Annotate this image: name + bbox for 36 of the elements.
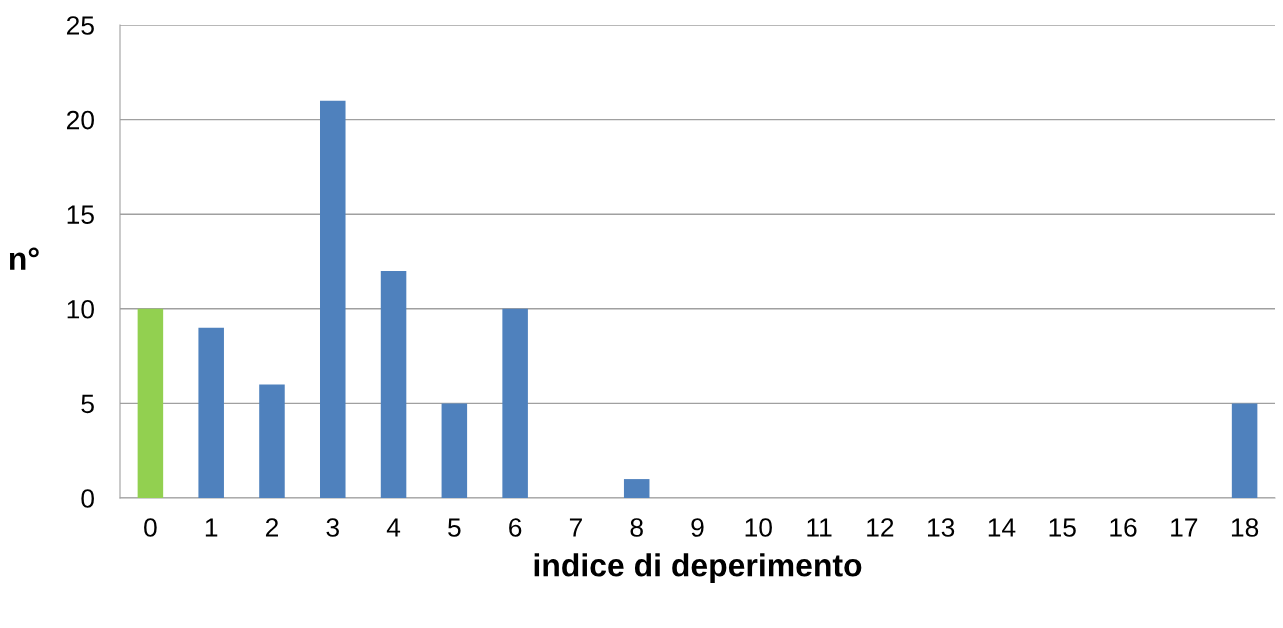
- y-tick-label: 0: [81, 489, 94, 508]
- bar: [441, 403, 468, 498]
- x-tick-label: 0: [144, 518, 157, 537]
- x-tick-label: 14: [988, 518, 1016, 537]
- x-tick-label: 8: [630, 518, 643, 537]
- x-tick-label: 10: [745, 518, 772, 537]
- bar: [1231, 403, 1258, 498]
- y-tick-label: 5: [81, 394, 94, 414]
- x-tick-label: 7: [569, 518, 582, 537]
- y-tick-label: 25: [66, 16, 94, 35]
- x-tick-label: 9: [691, 518, 704, 537]
- bar: [198, 327, 224, 498]
- y-axis-title: n°: [9, 247, 39, 270]
- bar: [623, 479, 650, 498]
- x-axis-title: indice di deperimento: [534, 553, 862, 583]
- x-tick-label: 15: [1049, 518, 1076, 537]
- x-tick-label: 3: [326, 518, 339, 537]
- y-tick-label: 15: [67, 205, 94, 225]
- x-tick-label: 13: [928, 518, 955, 537]
- x-tick-label: 12: [867, 518, 894, 537]
- x-tick-label: 1: [205, 518, 218, 537]
- x-tick-label: 6: [509, 518, 522, 537]
- x-tick-label: 5: [448, 518, 461, 537]
- x-tick-label: 11: [807, 518, 832, 537]
- bar: [502, 308, 528, 498]
- bar: [259, 384, 285, 498]
- x-tick-label: 18: [1231, 518, 1259, 537]
- bar: [380, 270, 407, 498]
- x-tick-label: 16: [1110, 518, 1137, 537]
- bar: [320, 100, 346, 498]
- y-tick-label: 20: [66, 110, 94, 130]
- y-tick-label: 10: [67, 299, 94, 319]
- x-tick-label: 2: [265, 518, 278, 537]
- x-tick-label: 17: [1171, 518, 1198, 537]
- x-tick-label: 4: [386, 518, 401, 537]
- bar: [137, 308, 164, 498]
